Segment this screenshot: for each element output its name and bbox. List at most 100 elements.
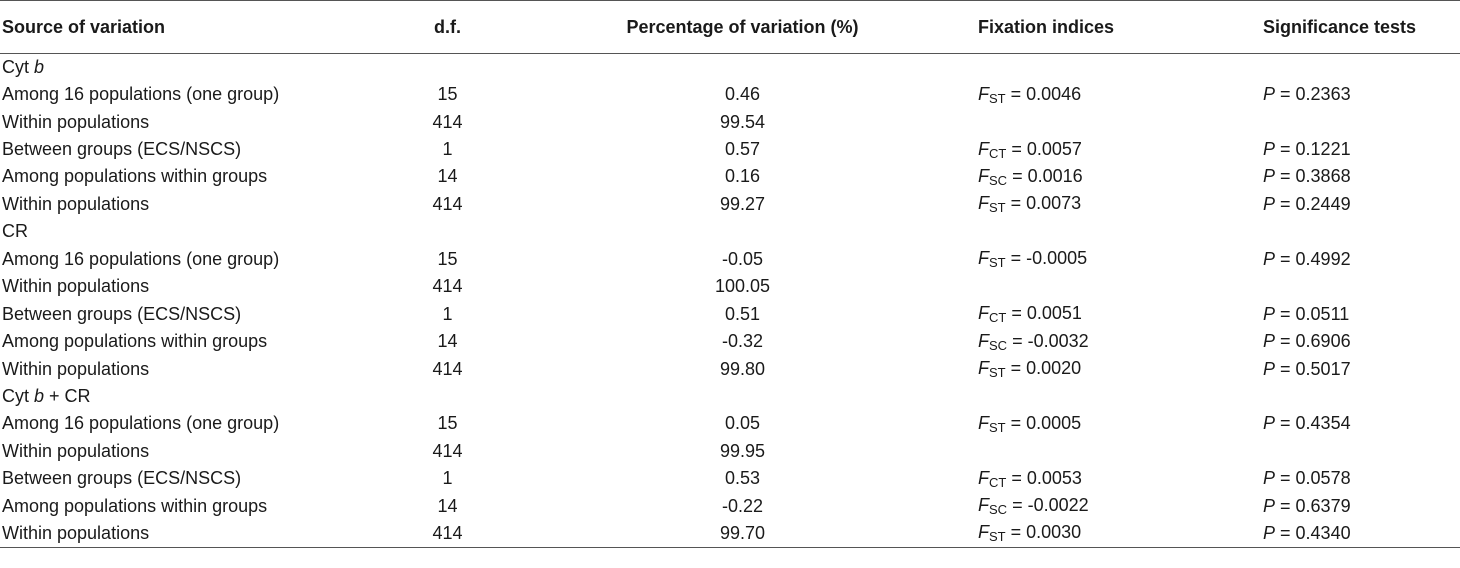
fixation-subscript: ST: [989, 255, 1006, 271]
p-value: = 0.2449: [1275, 193, 1351, 214]
fixation-value: = 0.0030: [1005, 522, 1082, 543]
fixation-value: = 0.0073: [1005, 193, 1082, 214]
section-title-italic: b: [34, 385, 45, 406]
cell-fixation: FSC = -0.0022: [975, 493, 1260, 520]
p-value: = 0.2363: [1275, 84, 1351, 105]
cell-fixation: FCT = 0.0051: [975, 300, 1260, 327]
cell-source: Among populations within groups: [2, 166, 268, 187]
cell-source: Within populations: [2, 440, 150, 461]
p-symbol: P: [1263, 522, 1276, 543]
cell-source: Within populations: [2, 276, 150, 297]
section-title: Cyt b: [0, 54, 1460, 81]
p-value: = 0.0511: [1275, 303, 1350, 324]
header-significance: Significance tests: [1260, 0, 1460, 54]
cell-significance: P = 0.6906: [1260, 328, 1460, 355]
fixation-subscript: SC: [989, 337, 1008, 353]
table-row: Within populations 414 99.27 FST = 0.0073 P …: [0, 191, 1460, 218]
p-value: = 0.1221: [1275, 139, 1351, 160]
cell-percentage: 0.57: [724, 139, 761, 160]
section-title: CR: [0, 218, 1460, 245]
p-symbol: P: [1263, 358, 1276, 379]
cell-df: 414: [432, 440, 463, 461]
cell-df: 414: [385, 519, 510, 548]
cell-fixation: [975, 438, 1260, 465]
cell-significance: P = 0.5017: [1260, 355, 1460, 382]
table-row: Among populations within groups 14 0.16 FSC…: [0, 163, 1460, 190]
header-source: Source of variation: [0, 0, 385, 54]
cell-df: 14: [437, 166, 458, 187]
cell-source: Within populations: [2, 358, 150, 379]
p-value: = 0.3868: [1275, 166, 1351, 187]
fixation-value: = 0.0046: [1005, 83, 1082, 104]
fixation-subscript: CT: [989, 310, 1007, 326]
cell-significance: P = 0.2449: [1260, 191, 1460, 218]
cell-source: Among 16 populations (one group): [2, 84, 280, 105]
cell-df: 414: [432, 358, 463, 379]
cell-percentage: -0.32: [721, 331, 764, 352]
p-symbol: P: [1263, 303, 1276, 324]
p-symbol: P: [1263, 495, 1276, 516]
fixation-value: = 0.0020: [1005, 358, 1082, 379]
fixation-symbol: F: [978, 412, 989, 433]
cell-significance: P = 0.4340: [1260, 519, 1460, 548]
section-title-prefix: CR: [2, 221, 28, 242]
table-row: Between groups (ECS/NSCS) 1 0.57 FCT = 0.00…: [0, 136, 1460, 163]
cell-source: Within populations: [2, 111, 150, 132]
cell-fixation: FSC = -0.0032: [975, 328, 1260, 355]
p-symbol: P: [1263, 248, 1276, 269]
table-row: Among 16 populations (one group) 15 -0.05 F…: [0, 246, 1460, 273]
cell-fixation: [975, 108, 1260, 135]
fixation-symbol: F: [978, 193, 989, 214]
fixation-symbol: F: [978, 248, 989, 269]
table-header: Source of variation d.f. Percentage of v…: [0, 0, 1460, 54]
fixation-symbol: F: [978, 165, 989, 186]
fixation-value: = 0.0051: [1006, 303, 1082, 324]
cell-source: Among populations within groups: [2, 331, 268, 352]
cell-significance: [1260, 108, 1460, 135]
fixation-value: = 0.0057: [1006, 138, 1082, 159]
table-row: Between groups (ECS/NSCS) 1 0.51 FCT = 0.00…: [0, 300, 1460, 327]
table-row: Among 16 populations (one group) 15 0.46 FS…: [0, 81, 1460, 108]
header-fixation: Fixation indices: [975, 0, 1260, 54]
cell-df: 14: [437, 331, 458, 352]
cell-fixation: [975, 273, 1260, 300]
cell-percentage: 100.05: [714, 276, 771, 297]
cell-significance: [1260, 438, 1460, 465]
cell-fixation: FST = 0.0073: [975, 191, 1260, 218]
fixation-subscript: ST: [989, 90, 1006, 106]
p-symbol: P: [1263, 84, 1276, 105]
cell-percentage: 99.95: [719, 440, 766, 461]
p-symbol: P: [1263, 331, 1276, 352]
fixation-symbol: F: [978, 495, 989, 516]
cell-df: 414: [432, 111, 463, 132]
fixation-subscript: ST: [989, 365, 1006, 381]
cell-percentage: 0.53: [724, 468, 761, 489]
table-row: Within populations 414 100.05: [0, 273, 1460, 300]
p-symbol: P: [1263, 413, 1276, 434]
cell-fixation: FSC = 0.0016: [975, 163, 1260, 190]
cell-fixation: FST = 0.0046: [975, 81, 1260, 108]
cell-significance: [1260, 273, 1460, 300]
section-title-italic: b: [34, 56, 45, 77]
cell-fixation: FCT = 0.0053: [975, 465, 1260, 492]
fixation-symbol: F: [978, 138, 989, 159]
fixation-value: = 0.0053: [1006, 467, 1082, 488]
cell-significance: P = 0.4992: [1260, 246, 1460, 273]
cell-significance: P = 0.4354: [1260, 410, 1460, 437]
cell-percentage: 0.16: [724, 166, 761, 187]
p-value: = 0.6379: [1275, 495, 1351, 516]
cell-source: Among 16 populations (one group): [2, 413, 280, 434]
cell-df: 1: [442, 139, 453, 160]
fixation-subscript: ST: [989, 419, 1006, 435]
fixation-subscript: SC: [989, 172, 1008, 188]
fixation-value: = -0.0032: [1007, 330, 1089, 351]
table-row: Within populations 414 99.54: [0, 108, 1460, 135]
cell-significance: P = 0.6379: [1260, 493, 1460, 520]
cell-significance: P = 0.3868: [1260, 163, 1460, 190]
cell-source: Among populations within groups: [2, 495, 268, 516]
section-row: CR: [0, 218, 1460, 245]
fixation-symbol: F: [978, 330, 989, 351]
fixation-subscript: CT: [989, 145, 1007, 161]
table-row: Among 16 populations (one group) 15 0.05 FS…: [0, 410, 1460, 437]
p-symbol: P: [1263, 166, 1276, 187]
